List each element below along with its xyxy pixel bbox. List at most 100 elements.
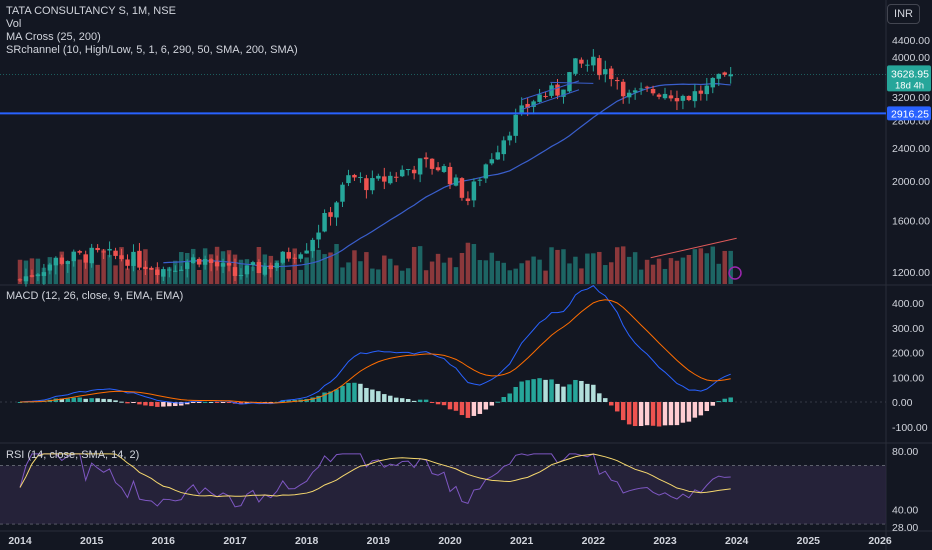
macd-tick-label: 100.00: [892, 372, 924, 384]
volume-bar: [310, 247, 315, 284]
time-tick-label: 2014: [8, 535, 32, 547]
candle-body: [340, 184, 345, 202]
candle-body: [680, 95, 686, 101]
macd-bar: [155, 402, 160, 407]
candle-body: [35, 274, 41, 277]
signal-line: [19, 299, 731, 404]
volume-bar: [632, 252, 638, 284]
macd-bar: [638, 402, 644, 427]
macd-bar: [680, 402, 686, 423]
macd-bar: [95, 398, 100, 402]
candle-body: [149, 267, 154, 270]
candle-body: [334, 202, 339, 218]
volume-bar: [489, 252, 495, 284]
volume-bar: [447, 257, 453, 284]
candle-body: [23, 276, 29, 282]
time-tick-label: 2016: [152, 535, 176, 547]
macd-bar: [179, 402, 184, 406]
volume-bar: [668, 258, 674, 284]
volume-bar: [644, 259, 650, 284]
legend-ma-cross[interactable]: MA Cross (25, 200): [6, 31, 101, 43]
price-axis: 1200.001600.002000.002400.002800.003200.…: [892, 35, 930, 279]
candle-body: [262, 266, 268, 275]
macd-tick-label: 300.00: [892, 323, 924, 335]
candle-body: [459, 178, 465, 198]
candle-body: [561, 89, 566, 97]
time-tick-label: 2019: [367, 535, 391, 547]
macd-legend[interactable]: MACD (12, 26, close, 9, EMA, EMA): [6, 290, 184, 302]
candle-body: [435, 167, 441, 171]
volume-bar: [173, 260, 178, 284]
volume-bar: [382, 255, 387, 284]
legend-symbol[interactable]: TATA CONSULTANCY S, 1M, NSE: [6, 5, 176, 17]
candle-body: [280, 251, 286, 263]
candle-body: [656, 94, 662, 97]
candle-body: [101, 251, 106, 253]
macd-bar: [411, 400, 417, 402]
volume-bar: [95, 264, 100, 284]
volume-bar: [107, 254, 112, 284]
volume-bar: [591, 253, 596, 284]
macd-bar: [543, 379, 548, 402]
volume-bar: [280, 258, 286, 284]
macd-bar: [674, 402, 680, 426]
volume-bar: [364, 252, 369, 284]
candle-body: [704, 85, 710, 95]
macd-bar: [131, 402, 136, 403]
volume-bar: [519, 263, 524, 284]
macd-bar: [137, 402, 142, 405]
candle-body: [388, 175, 393, 184]
macd-bar: [495, 401, 501, 403]
candle-body: [155, 269, 160, 276]
candle-body: [41, 272, 47, 276]
macd-bar: [184, 402, 190, 405]
candle-body: [95, 247, 100, 251]
time-tick-label: 2023: [653, 535, 677, 547]
currency-selector[interactable]: INR: [887, 4, 920, 24]
legend: TATA CONSULTANCY S, 1M, NSE Vol MA Cross…: [6, 5, 298, 57]
macd-bar: [364, 387, 369, 402]
macd-bar: [322, 392, 327, 402]
candle-body: [585, 64, 590, 66]
candles: [17, 49, 733, 287]
volume-bar: [59, 251, 65, 284]
rsi-legend[interactable]: RSI (14, close, SMA, 14, 2): [6, 449, 140, 461]
rsi-line: [19, 453, 731, 508]
volume-bar: [561, 249, 566, 284]
legend-vol[interactable]: Vol: [6, 18, 22, 30]
macd-bar: [722, 398, 727, 402]
macd-bar: [716, 401, 721, 403]
volume-bar: [65, 264, 71, 284]
rsi-tick-label: 80.00: [892, 446, 918, 458]
macd-tick-label: -100.00: [892, 422, 928, 434]
volume-bar: [328, 252, 333, 284]
legend-srchannel[interactable]: SRchannel (10, High/Low, 5, 1, 6, 290, 5…: [6, 44, 298, 56]
macd-tick-label: 200.00: [892, 348, 924, 360]
candle-body: [382, 176, 387, 182]
candle-body: [107, 248, 112, 251]
macd-bar: [394, 397, 399, 402]
volume-bar: [346, 262, 351, 284]
candle-body: [226, 262, 232, 266]
volume-bar: [417, 246, 423, 284]
volume-bar: [411, 246, 417, 284]
macd-bar: [441, 402, 447, 406]
candle-body: [620, 81, 626, 97]
candle-body: [543, 95, 548, 97]
macd-bar: [161, 402, 166, 407]
macd-bar: [698, 402, 704, 416]
macd-bar: [453, 402, 459, 411]
volume-bar: [435, 253, 441, 284]
time-tick-label: 2015: [80, 535, 104, 547]
candle-body: [417, 158, 423, 175]
candle-body: [202, 258, 208, 265]
macd-bar: [346, 382, 351, 402]
candle-body: [304, 250, 309, 254]
volume-bar: [429, 261, 435, 284]
candle-body: [495, 152, 501, 160]
macd-bar: [423, 399, 429, 402]
candle-body: [196, 258, 202, 265]
macd-bar: [692, 402, 698, 418]
macd-bar: [119, 401, 124, 403]
